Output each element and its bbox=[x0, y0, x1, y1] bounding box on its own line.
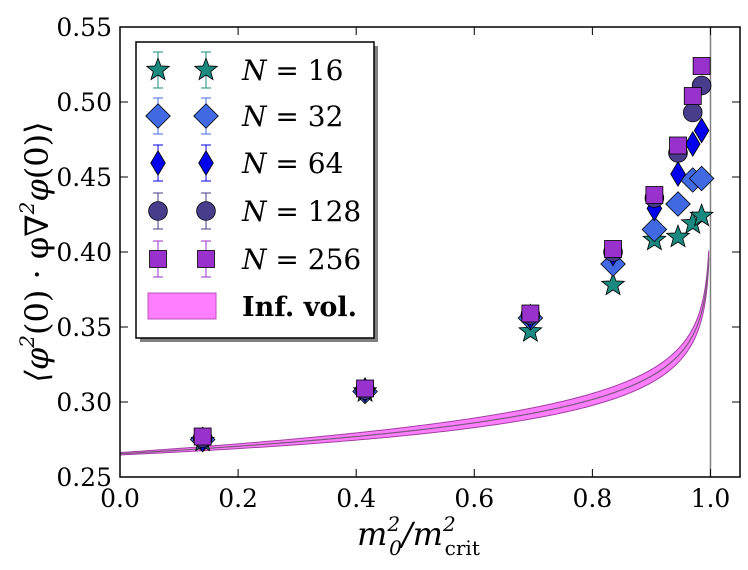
legend-marker bbox=[149, 250, 167, 268]
x-tick-label: 0.0 bbox=[100, 484, 140, 513]
legend-marker bbox=[148, 201, 168, 221]
data-point bbox=[665, 191, 691, 217]
data-points-layer bbox=[189, 57, 715, 453]
legend-box bbox=[135, 41, 375, 339]
legend-label: N = 128 bbox=[241, 195, 361, 228]
legend-marker bbox=[196, 201, 216, 221]
inf-vol-curve bbox=[120, 257, 710, 455]
legend-label: N = 16 bbox=[241, 54, 343, 87]
legend-marker bbox=[145, 103, 171, 129]
data-point bbox=[193, 427, 212, 446]
data-point bbox=[356, 379, 374, 398]
data-point bbox=[604, 240, 622, 258]
legend-marker bbox=[198, 149, 214, 177]
x-tick-label: 0.2 bbox=[218, 484, 258, 513]
data-point bbox=[683, 102, 703, 123]
y-axis-label: ⟨φ2(0) · φ∇2φ(0)⟩ bbox=[15, 121, 56, 382]
data-point bbox=[669, 136, 687, 155]
y-tick-label: 0.50 bbox=[56, 88, 112, 117]
legend-label: N = 32 bbox=[241, 100, 343, 133]
data-point bbox=[683, 87, 702, 105]
inf-vol-band-layer bbox=[120, 27, 712, 477]
data-point bbox=[688, 165, 715, 192]
y-tick-label: 0.25 bbox=[56, 463, 112, 492]
y-tick-label: 0.45 bbox=[56, 163, 112, 192]
x-tick-label: 0.8 bbox=[572, 484, 612, 513]
legend-marker bbox=[150, 149, 166, 177]
data-point bbox=[645, 186, 664, 204]
svg-text:⟨φ2(0) · φ∇2φ(0)⟩: ⟨φ2(0) · φ∇2φ(0)⟩ bbox=[15, 121, 56, 382]
legend-label: Inf. vol. bbox=[242, 292, 357, 323]
legend-marker bbox=[193, 103, 219, 129]
data-point bbox=[665, 223, 691, 248]
data-point bbox=[670, 160, 686, 188]
y-tick-label: 0.35 bbox=[56, 313, 112, 342]
data-point bbox=[521, 304, 540, 323]
legend-label: N = 64 bbox=[241, 147, 343, 180]
legend-marker bbox=[197, 250, 215, 268]
y-tick-label: 0.30 bbox=[56, 388, 112, 417]
data-point bbox=[692, 57, 711, 75]
data-point bbox=[689, 202, 715, 227]
axis-ticks: 0.0 0.2 0.4 0.6 0.8 1.0 0.25 0.30 0.35 0.40 0.45 0.… bbox=[56, 13, 740, 513]
x-tick-label: 0.6 bbox=[454, 484, 494, 513]
legend-label: N = 256 bbox=[241, 243, 361, 276]
x-axis-label: m2 0/m2 crit bbox=[357, 512, 480, 560]
data-point bbox=[600, 271, 626, 296]
data-point bbox=[641, 216, 668, 243]
y-tick-label: 0.55 bbox=[56, 13, 112, 42]
legend: N = 16 N = 32 N = 64 N = 128 N = 256 Inf. vol… bbox=[135, 41, 375, 339]
legend-marker bbox=[193, 56, 219, 81]
x-tick-label: 1.0 bbox=[691, 484, 731, 513]
x-tick-label: 0.4 bbox=[336, 484, 376, 513]
legend-band-swatch bbox=[147, 292, 217, 320]
y-tick-label: 0.40 bbox=[56, 238, 112, 267]
legend-marker bbox=[145, 56, 171, 81]
data-point bbox=[684, 130, 701, 158]
data-point bbox=[693, 117, 710, 144]
